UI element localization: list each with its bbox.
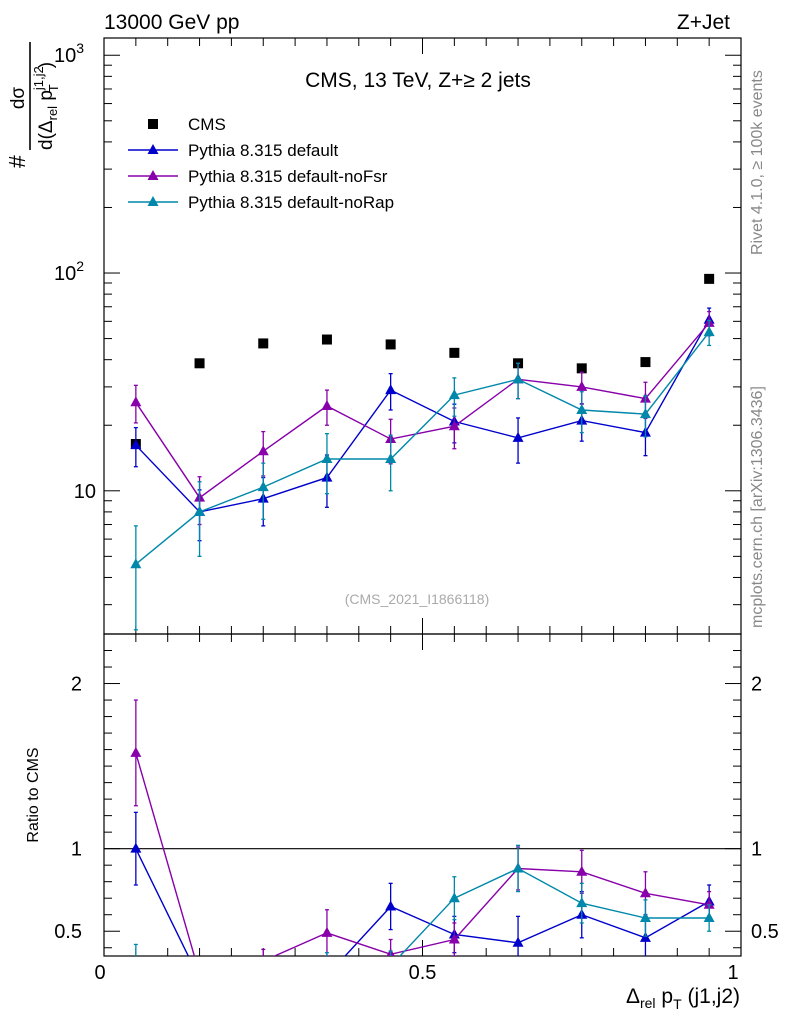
data-point-marker: [385, 384, 397, 395]
x-tick-label: 1: [727, 962, 738, 984]
cms-data-point: [576, 363, 587, 374]
ratio-data-point-marker: [321, 962, 332, 972]
plot-title: CMS, 13 TeV, Z+≥ 2 jets: [305, 69, 531, 92]
ratio-data-point-marker: [130, 746, 142, 757]
data-point-marker: [321, 452, 333, 463]
ratio-y-tick-label-right: 2: [751, 674, 762, 696]
data-point-marker: [257, 445, 269, 456]
y-tick-label: 103: [54, 40, 84, 67]
y-label-hash: #: [4, 155, 30, 168]
data-point-marker: [639, 408, 651, 419]
main-axes: 10 102 103: [54, 38, 742, 634]
ratio-data-point-marker: [703, 912, 715, 923]
ratio-series-line-0: [135, 848, 710, 956]
ratio-data-point-marker: [448, 933, 460, 944]
ratio-data-point-marker: [194, 973, 205, 983]
cms-data-point: [385, 339, 396, 350]
main-y-axis-label: # dσ d(Δrel pj1,j2T): [4, 42, 61, 168]
legend-label-default: Pythia 8.315 default: [188, 141, 339, 160]
ratio-plot-area: [104, 699, 741, 986]
x-tick-label: 0.5: [409, 962, 437, 984]
legend-label-norap: Pythia 8.315 default-noRap: [188, 193, 394, 212]
cms-data-point: [258, 338, 269, 349]
legend: CMS Pythia 8.315 default Pythia 8.315 de…: [128, 115, 394, 212]
cms-data-point: [321, 334, 332, 345]
data-point-marker: [448, 420, 460, 431]
legend-item-nofsr: Pythia 8.315 default-noFsr: [128, 167, 388, 186]
legend-marker-default: [147, 144, 159, 154]
series-line-3: [135, 331, 710, 565]
y-label-denominator: d(Δrel pj1,j2T): [31, 62, 61, 150]
data-point-marker: [321, 400, 333, 411]
cms-data-point: [640, 357, 651, 368]
ratio-data-point-marker: [703, 898, 715, 909]
ratio-data-point-marker: [448, 892, 460, 903]
ratio-series-line-2: [399, 867, 710, 956]
legend-marker-norap: [147, 196, 159, 206]
legend-item-norap: Pythia 8.315 default-noRap: [128, 193, 394, 212]
ratio-data-point-marker: [321, 926, 333, 937]
ratio-data-point-marker: [130, 842, 142, 853]
data-point-marker: [257, 481, 269, 492]
y-tick-label: 10: [74, 481, 96, 503]
data-point-marker: [448, 389, 460, 400]
ratio-axes: 0.5 0.5 1 1 2 2 0 0.5 1: [54, 634, 779, 984]
ratio-data-point-marker: [576, 865, 588, 876]
cms-data-point: [704, 273, 715, 284]
ratio-data-point-marker: [385, 900, 397, 911]
legend-item-default: Pythia 8.315 default: [128, 141, 339, 160]
ratio-data-point-marker: [258, 976, 269, 986]
mcplots-reference-label: mcplots.cern.ch [arXiv:1306.3436]: [749, 386, 766, 628]
x-axis-label: Δrel pT (j1,j2): [626, 985, 740, 1012]
legend-label-cms: CMS: [188, 115, 226, 134]
ratio-data-point-marker: [258, 971, 269, 981]
ratio-data-point-marker: [194, 968, 205, 978]
ratio-y-tick-label-left: 0.5: [54, 921, 82, 943]
data-point-marker: [130, 439, 142, 450]
ratio-series-line-1: [135, 752, 710, 956]
ratio-data-point-marker: [576, 897, 588, 908]
legend-label-nofsr: Pythia 8.315 default-noFsr: [188, 167, 388, 186]
legend-marker-nofsr: [147, 170, 159, 180]
header-process-label: 13000 GeV pp: [104, 11, 239, 34]
y-tick-label: 102: [54, 258, 84, 285]
data-point-marker: [703, 326, 715, 337]
data-point-marker: [130, 396, 142, 407]
ratio-data-point-marker: [639, 931, 651, 942]
series-line-1: [135, 319, 710, 513]
ratio-data-point-marker: [194, 973, 205, 983]
analysis-watermark: (CMS_2021_I1866118): [345, 591, 490, 607]
ratio-y-tick-label-left: 1: [71, 839, 82, 861]
ratio-data-point-marker: [385, 960, 396, 970]
cms-data-point: [449, 347, 460, 358]
ratio-data-point-marker: [321, 970, 332, 980]
y-label-numerator: dσ: [8, 87, 29, 110]
ratio-y-tick-label-left: 2: [71, 674, 82, 696]
data-point-marker: [385, 452, 397, 463]
data-point-marker: [194, 505, 206, 516]
ratio-data-point-marker: [262, 954, 264, 956]
ratio-data-point-marker: [512, 936, 524, 947]
ratio-y-axis-label: Ratio to CMS: [25, 747, 42, 842]
data-point-marker: [512, 431, 524, 442]
data-point-marker: [512, 373, 524, 384]
data-point-marker: [576, 380, 588, 391]
ratio-data-point-marker: [639, 912, 651, 923]
ratio-data-point-marker: [512, 862, 524, 873]
series-line-2: [135, 322, 710, 499]
ratio-y-tick-label-right: 1: [751, 839, 762, 861]
ratio-data-point-marker: [130, 962, 141, 972]
legend-item-cms: CMS: [148, 115, 226, 134]
legend-marker-cms: [148, 119, 158, 129]
rivet-version-label: Rivet 4.1.0, ≥ 100k events: [749, 70, 766, 255]
cms-data-point: [194, 358, 205, 369]
ratio-y-tick-label-right: 0.5: [751, 921, 779, 943]
data-point-marker: [130, 558, 142, 569]
ratio-data-point-marker: [639, 887, 651, 898]
x-tick-label: 0: [94, 962, 105, 984]
data-point-marker: [576, 403, 588, 414]
header-analysis-label: Z+Jet: [677, 11, 730, 34]
main-plot-area: [130, 273, 715, 631]
